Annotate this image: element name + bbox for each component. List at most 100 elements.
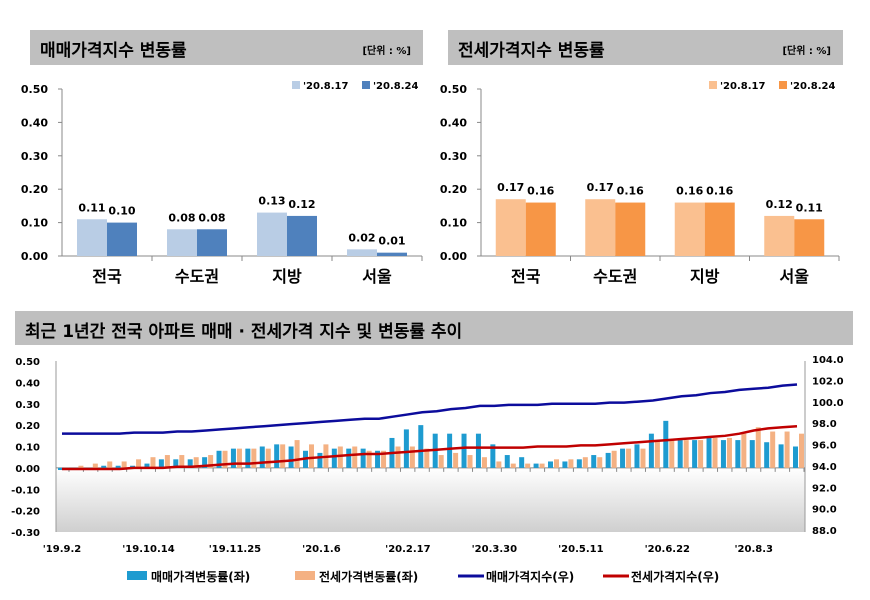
- sale-data-label: 0.01: [378, 235, 405, 248]
- trend-bar: [179, 455, 185, 468]
- trend-bar: [187, 459, 193, 468]
- sale-legend-label: '20.8.17: [303, 81, 348, 92]
- jeonse-chart-title: 전세가격지수 변동률: [458, 41, 605, 61]
- trend-bar: [337, 446, 343, 468]
- trend-bar: [692, 440, 698, 468]
- jeonse-data-label: 0.11: [796, 201, 823, 214]
- trend-x-tick-label: '19.9.2: [43, 544, 82, 555]
- trend-x-tick-label: '20.3.30: [472, 544, 517, 555]
- trend-bar: [245, 448, 251, 468]
- trend-bar: [331, 448, 337, 468]
- trend-bar: [173, 459, 179, 468]
- jeonse-bar: [764, 215, 795, 256]
- sale-bar: [347, 249, 377, 256]
- trend-bar: [597, 457, 603, 468]
- sale-bar: [77, 219, 107, 256]
- trend-bar: [626, 448, 632, 468]
- jeonse-y-tick-label: 0.20: [440, 183, 467, 196]
- trend-bar: [504, 455, 510, 468]
- trend-bar: [770, 431, 776, 468]
- trend-bar: [712, 437, 718, 468]
- trend-bar: [576, 459, 582, 468]
- trend-x-tick-label: '20.8.3: [735, 544, 774, 555]
- trend-bar: [222, 450, 228, 468]
- jeonse-category-label: 전국: [511, 267, 541, 286]
- trend-chart-title-bar: 최근 1년간 전국 아파트 매매 · 전세가격 지수 및 변동률 추이: [15, 311, 853, 345]
- jeonse-y-tick-label: 0.00: [440, 250, 467, 263]
- sale-y-tick-label: 0.00: [21, 250, 48, 263]
- trend-bar: [648, 433, 654, 468]
- trend-bar: [764, 442, 770, 468]
- trend-bar: [208, 455, 214, 468]
- trend-right-tick-label: 102.0: [812, 376, 844, 387]
- trend-bar: [294, 440, 300, 468]
- sale-bar: [377, 252, 407, 256]
- trend-bar: [193, 457, 199, 468]
- trend-bar: [582, 457, 588, 468]
- trend-negative-zone: [56, 467, 805, 532]
- sale-chart-unit: [단위 : %]: [362, 46, 411, 57]
- trend-left-tick-label: 0.30: [15, 400, 40, 411]
- jeonse-data-label: 0.16: [527, 185, 554, 198]
- jeonse-bar: [525, 202, 556, 256]
- trend-bar: [150, 457, 156, 468]
- trend-bar: [375, 450, 381, 468]
- trend-bar: [611, 450, 617, 468]
- jeonse-data-label: 0.17: [587, 181, 614, 194]
- sale-category-label: 지방: [272, 267, 302, 286]
- trend-bar: [424, 448, 430, 468]
- trend-bar: [683, 440, 689, 468]
- sale-y-tick-label: 0.30: [21, 150, 48, 163]
- sale-bar: [287, 215, 317, 256]
- jeonse-y-tick-label: 0.10: [440, 217, 467, 230]
- trend-bar: [164, 455, 170, 468]
- trend-bar: [461, 433, 467, 468]
- trend-bar: [755, 427, 761, 468]
- trend-legend-label: 매매가격변동률(좌): [151, 569, 250, 584]
- trend-line: [62, 424, 798, 471]
- trend-bar: [92, 463, 98, 468]
- trend-bar: [115, 465, 121, 468]
- trend-x-tick-label: '20.2.17: [385, 544, 430, 555]
- jeonse-legend-label: '20.8.24: [790, 81, 835, 92]
- trend-x-tick-label: '20.5.11: [558, 544, 603, 555]
- jeonse-legend-label: '20.8.17: [720, 81, 765, 92]
- trend-bar: [698, 440, 704, 468]
- trend-bar: [381, 450, 387, 468]
- trend-x-tick-label: '20.1.6: [302, 544, 341, 555]
- trend-bar: [741, 433, 747, 468]
- sale-category-label: 전국: [92, 267, 122, 286]
- trend-bar: [799, 433, 804, 468]
- trend-bar: [663, 420, 669, 468]
- trend-bar: [496, 461, 502, 468]
- sale-data-label: 0.02: [348, 231, 375, 244]
- trend-left-tick-label: 0.40: [15, 378, 40, 389]
- trend-bar: [346, 448, 352, 468]
- trend-x-tick-label: '19.10.14: [122, 544, 174, 555]
- trend-bar: [403, 429, 409, 468]
- trend-bar: [562, 461, 568, 468]
- trend-bar: [620, 448, 626, 468]
- trend-bar: [107, 461, 113, 468]
- trend-bar: [533, 463, 539, 468]
- trend-legend-label: 매매가격지수(우): [486, 569, 574, 584]
- jeonse-chart-unit: [단위 : %]: [782, 46, 831, 57]
- sale-bar: [257, 212, 287, 256]
- jeonse-chart-title-bar: 전세가격지수 변동률 [단위 : %]: [448, 30, 843, 65]
- sale-chart-title-bar: 매매가격지수 변동률 [단위 : %]: [30, 30, 423, 65]
- trend-left-tick-label: -0.10: [11, 485, 40, 496]
- trend-chart-title: 최근 1년간 전국 아파트 매매 · 전세가격 지수 및 변동률 추이: [25, 322, 463, 342]
- trend-bar: [236, 448, 242, 468]
- trend-right-tick-label: 94.0: [812, 462, 837, 473]
- trend-bar: [467, 455, 473, 468]
- jeonse-y-tick-label: 0.50: [440, 83, 467, 96]
- jeonse-category-label: 지방: [690, 267, 720, 286]
- trend-bar: [525, 463, 531, 468]
- trend-legend-swatch: [127, 571, 147, 580]
- trend-right-tick-label: 90.0: [812, 505, 837, 516]
- jeonse-bar: [704, 202, 735, 256]
- jeonse-bar: [585, 199, 616, 256]
- jeonse-bar: [495, 199, 526, 256]
- trend-bar: [591, 455, 597, 468]
